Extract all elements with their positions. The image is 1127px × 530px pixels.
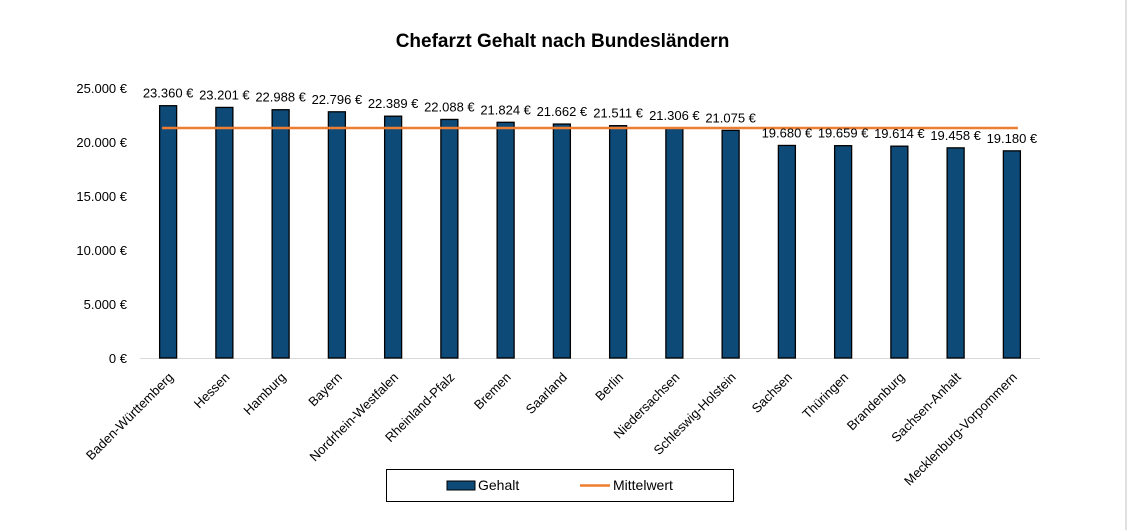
category-label: Thüringen (799, 370, 851, 422)
bar (552, 123, 572, 359)
bar (440, 118, 459, 359)
data-label: 19.680 € (762, 125, 813, 140)
bar (215, 106, 234, 359)
category-label: Baden-Württemberg (83, 370, 176, 463)
category-label: Sachsen (749, 370, 795, 416)
bar (271, 109, 290, 359)
data-label: 22.088 € (424, 99, 475, 114)
bar (608, 125, 628, 359)
chart-title: Chefarzt Gehalt nach Bundesländern (395, 31, 730, 52)
y-tick-label: 10.000 € (76, 243, 127, 258)
legend-label-gehalt: Gehalt (478, 477, 519, 493)
y-tick-label: 25.000 € (76, 81, 127, 96)
bar (890, 145, 909, 359)
data-label: 19.458 € (930, 128, 981, 143)
data-label: 21.511 € (593, 106, 643, 121)
category-label: Saarland (523, 370, 570, 417)
bar (946, 147, 965, 359)
bar (383, 115, 403, 359)
category-label: Mecklenburg-Vorpommern (901, 370, 1020, 489)
legend-label-mittelwert: Mittelwert (613, 477, 673, 493)
category-label: Bayern (305, 370, 345, 410)
data-label: 21.824 € (480, 102, 531, 117)
category-label: Hessen (191, 370, 233, 412)
legend-swatch-gehalt (446, 480, 476, 491)
data-label: 19.180 € (987, 131, 1038, 146)
bar (833, 145, 853, 359)
data-label: 23.360 € (143, 86, 194, 101)
data-label: 21.662 € (537, 104, 588, 119)
data-label: 19.614 € (874, 126, 925, 141)
legend-box (386, 469, 734, 502)
y-tick-label: 0 € (109, 351, 128, 366)
data-label: 22.389 € (368, 96, 419, 111)
data-label: 23.201 € (199, 87, 250, 102)
bar (496, 121, 515, 359)
chart-border (1125, 0, 1127, 530)
data-label: 19.659 € (818, 126, 869, 141)
bar (721, 129, 740, 359)
bar (327, 111, 347, 359)
data-label: 21.075 € (705, 110, 756, 125)
data-label: 22.988 € (255, 90, 306, 105)
data-label: 22.796 € (312, 92, 363, 107)
y-tick-label: 5.000 € (84, 297, 128, 312)
bar (1002, 150, 1022, 359)
bar (158, 105, 178, 359)
category-label: Berlin (592, 370, 626, 404)
category-label: Bremen (471, 370, 514, 413)
bar (777, 144, 797, 359)
y-tick-label: 20.000 € (76, 135, 127, 150)
category-label: Hamburg (240, 370, 288, 418)
bar (665, 127, 684, 359)
data-label: 21.306 € (649, 108, 700, 123)
y-tick-label: 15.000 € (76, 189, 127, 204)
